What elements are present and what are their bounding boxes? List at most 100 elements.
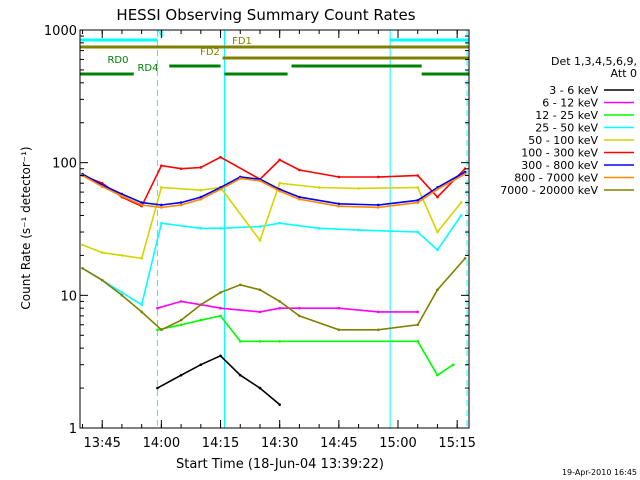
data-point [416, 174, 420, 177]
data-point [298, 197, 301, 201]
data-point [179, 167, 183, 171]
data-point [436, 373, 439, 377]
data-point [416, 199, 420, 202]
y-axis: 1 10 100 1000 [44, 24, 469, 437]
data-point [278, 340, 281, 343]
data-point [376, 310, 380, 314]
data-point [179, 323, 183, 327]
data-point [278, 221, 281, 225]
data-point [278, 189, 281, 193]
data-point [120, 294, 124, 297]
data-point [160, 221, 163, 225]
data-point [258, 310, 262, 314]
data-point [160, 206, 163, 209]
flag-label-n: N [156, 29, 163, 40]
data-point [278, 306, 281, 310]
data-point [416, 323, 420, 327]
data-point [258, 340, 262, 343]
data-point [238, 373, 242, 377]
data-point [140, 310, 143, 314]
y-tick-label: 10 [60, 289, 77, 304]
legend-label: 6 - 12 keV [542, 97, 598, 110]
plot-area: N FD1 FD2 RD0 RD4 [79, 29, 470, 428]
data-point [156, 306, 159, 310]
data-point [278, 158, 281, 162]
series-line-2 [157, 300, 418, 313]
flag-label-rd4: RD4 [137, 63, 158, 74]
y-tick-label: 100 [52, 157, 77, 172]
data-point [160, 186, 163, 189]
data-point [199, 303, 203, 306]
data-point [120, 291, 124, 294]
data-point [278, 181, 281, 185]
legend-header-line-1: Det 1,3,4,5,6,9, [551, 55, 637, 68]
series-line-9 [82, 257, 466, 331]
data-point [199, 227, 203, 230]
data-point [179, 201, 183, 204]
data-point [337, 175, 341, 179]
flag-label-fd2: FD2 [200, 47, 220, 58]
data-point [416, 186, 420, 189]
data-point [258, 238, 262, 242]
data-point [451, 363, 455, 367]
data-point [160, 203, 163, 207]
data-point [317, 227, 321, 230]
data-point [298, 168, 301, 172]
data-point [463, 170, 467, 174]
data-point [140, 257, 143, 260]
x-tick-label: 14:00 [143, 436, 180, 451]
data-point [416, 340, 420, 343]
data-point [199, 363, 203, 367]
legend-label: 3 - 6 keV [549, 84, 598, 97]
x-tick-label: 15:00 [379, 436, 416, 451]
data-point [219, 187, 222, 191]
data-point [219, 314, 222, 318]
series-line-3 [157, 315, 454, 377]
data-point [156, 386, 159, 390]
data-point [258, 179, 262, 183]
data-point [199, 197, 203, 201]
data-point [317, 186, 321, 189]
data-point [337, 204, 341, 208]
legend-label: 7000 - 20000 keV [500, 184, 598, 197]
x-tick-label: 15:15 [438, 436, 475, 451]
data-point [436, 248, 439, 252]
data-point [376, 203, 380, 207]
y-tick-label: 1 [69, 422, 77, 437]
data-point [357, 187, 360, 190]
data-point [219, 306, 222, 310]
series-line-5 [82, 182, 462, 260]
data-point [140, 303, 143, 306]
y-tick-label: 1000 [44, 24, 77, 39]
data-point [179, 373, 183, 377]
data-point [140, 203, 143, 207]
data-point [160, 164, 163, 167]
data-point [199, 166, 203, 169]
data-point [376, 328, 380, 332]
data-point [278, 403, 281, 406]
x-axis: 13:45 14:00 14:15 14:30 14:45 15:00 15:15 [81, 30, 476, 451]
data-point [416, 201, 420, 204]
data-point [416, 230, 420, 234]
x-tick-label: 13:45 [83, 436, 120, 451]
data-point [100, 278, 104, 282]
data-point [219, 155, 222, 159]
series-line-1 [157, 354, 281, 406]
legend-label: 50 - 100 keV [528, 134, 598, 147]
legend-label: 800 - 7000 keV [514, 172, 598, 185]
data-point [436, 187, 439, 191]
data-point [298, 306, 301, 310]
data-point [100, 251, 104, 254]
x-tick-label: 14:15 [202, 436, 239, 451]
data-point [120, 192, 124, 196]
legend-label: 25 - 50 keV [535, 122, 598, 135]
plot-frame [79, 29, 470, 429]
data-point [179, 318, 183, 322]
data-point [179, 300, 183, 303]
data-point [357, 228, 360, 232]
data-point [100, 185, 104, 188]
flag-label-rd0: RD0 [107, 55, 128, 66]
data-point [160, 328, 163, 332]
